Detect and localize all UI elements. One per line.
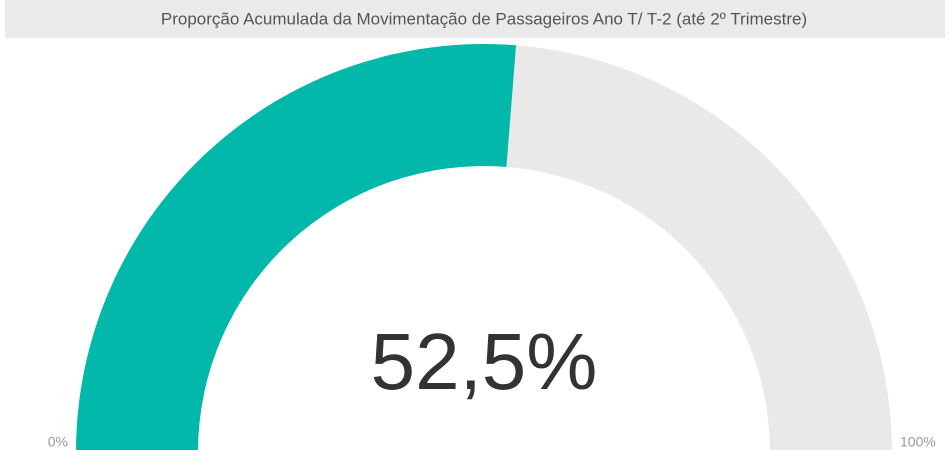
gauge-value-label: 52,5% [371, 317, 598, 406]
gauge-tick-label: 0% [48, 434, 68, 450]
gauge-tick-label: 100% [900, 434, 936, 450]
gauge-value [76, 44, 517, 450]
chart-title: Proporção Acumulada da Movimentação de P… [161, 9, 807, 28]
title-bar [5, 0, 945, 38]
